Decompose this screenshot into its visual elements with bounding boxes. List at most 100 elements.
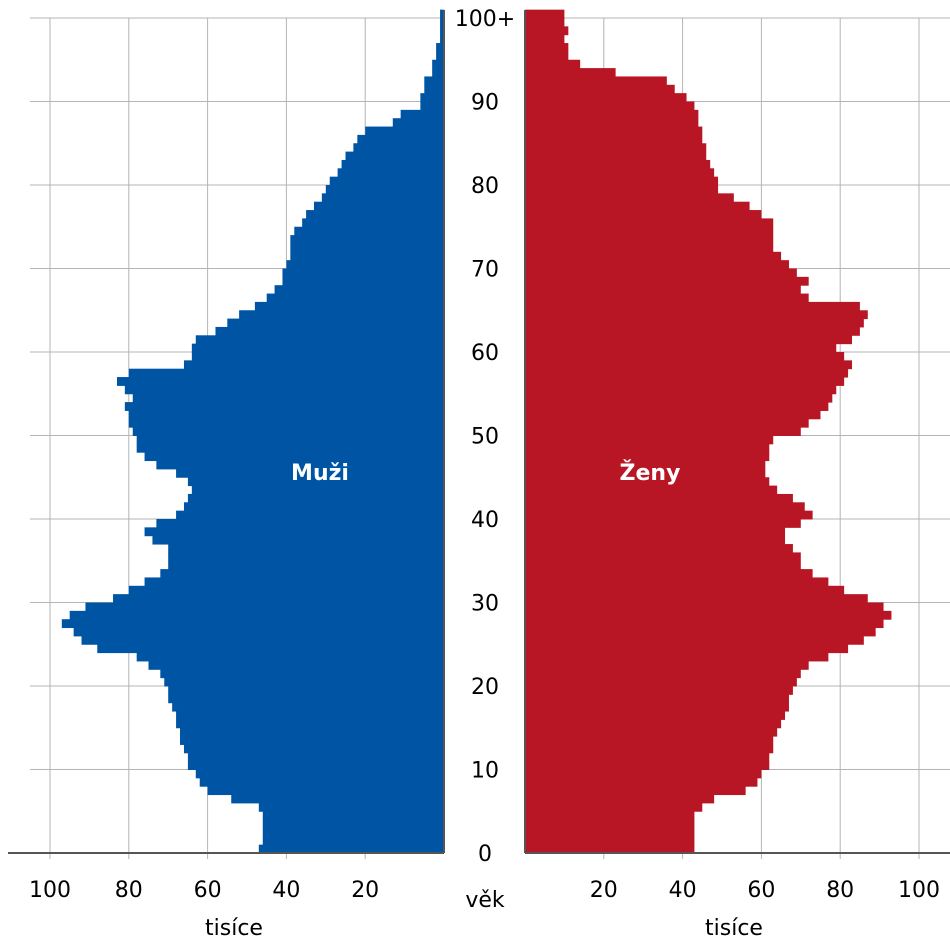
bar-men	[227, 318, 444, 328]
bar-men	[321, 193, 444, 203]
age-tick-label: 0	[478, 842, 492, 867]
bar-men	[128, 418, 445, 428]
bar-men	[172, 702, 444, 712]
bar-women	[525, 26, 569, 36]
bar-men	[97, 644, 444, 654]
bar-men	[440, 18, 444, 27]
series-label-men: Muži	[291, 461, 349, 486]
bar-women	[525, 226, 774, 236]
bar-men	[61, 619, 444, 629]
bar-men	[144, 527, 444, 537]
bar-men	[152, 535, 444, 545]
bar-women	[525, 360, 853, 370]
value-axis-title-left: tisíce	[205, 916, 263, 941]
bar-men	[187, 761, 444, 770]
bar-men	[168, 560, 444, 570]
bar-men	[168, 544, 444, 553]
value-tick-label-right: 20	[590, 878, 618, 903]
bar-men	[187, 477, 444, 487]
bar-women	[525, 118, 699, 128]
bar-women	[525, 68, 616, 77]
bar-men	[199, 777, 444, 787]
bar-women	[525, 268, 797, 278]
bar-men	[262, 811, 444, 821]
bar-women	[525, 769, 762, 779]
bar-men	[191, 352, 444, 361]
bar-women	[525, 777, 758, 787]
age-tick-label: 10	[471, 759, 499, 784]
bar-women	[525, 51, 569, 61]
bar-men	[440, 9, 444, 19]
bar-women	[525, 151, 707, 161]
age-tick-label: 70	[471, 258, 499, 283]
bar-women	[525, 318, 864, 328]
age-tick-label: 60	[471, 341, 499, 366]
bar-women	[525, 218, 774, 228]
bar-men	[420, 101, 444, 111]
bar-men	[160, 569, 444, 578]
bar-men	[128, 368, 445, 378]
bar-women	[525, 93, 687, 102]
bar-women	[525, 285, 801, 295]
bar-women	[525, 686, 793, 695]
value-tick-label-right: 80	[826, 878, 854, 903]
bar-women	[525, 519, 801, 528]
bar-men	[160, 669, 444, 679]
bar-women	[525, 377, 845, 386]
bar-women	[525, 827, 695, 837]
bar-women	[525, 84, 675, 94]
value-tick-label-left: 60	[194, 878, 222, 903]
bar-women	[525, 711, 786, 720]
bar-women	[525, 235, 774, 244]
bar-men	[144, 577, 444, 587]
bar-men	[254, 301, 444, 311]
bar-men	[128, 585, 445, 595]
bar-men	[329, 176, 444, 186]
bar-men	[207, 786, 444, 796]
bar-men	[432, 68, 444, 77]
bar-women	[525, 293, 809, 303]
bar-women	[525, 185, 719, 194]
bar-women	[525, 251, 782, 261]
bar-men	[195, 769, 444, 779]
bar-women	[525, 243, 774, 253]
bar-women	[525, 210, 762, 219]
age-tick-label: 30	[471, 592, 499, 617]
bar-women	[525, 109, 699, 119]
series-label-women: Ženy	[620, 460, 681, 486]
value-tick-label-right: 40	[669, 878, 697, 903]
bar-men	[132, 393, 445, 403]
bar-women	[525, 301, 860, 311]
bar-men	[191, 485, 444, 495]
bar-men	[176, 711, 444, 720]
value-axis-title-right: tisíce	[705, 916, 763, 941]
bar-men	[187, 752, 444, 762]
bar-women	[525, 201, 750, 211]
bar-men	[239, 310, 444, 320]
bar-men	[124, 385, 445, 395]
bar-women	[525, 126, 703, 136]
bar-men	[180, 727, 444, 737]
age-tick-label: 50	[471, 425, 499, 450]
bar-men	[73, 627, 444, 637]
bar-men	[262, 827, 444, 837]
bar-women	[525, 569, 813, 578]
bar-women	[525, 443, 770, 453]
bar-women	[525, 761, 770, 770]
bar-women	[525, 610, 892, 620]
bar-men	[124, 402, 445, 411]
bar-women	[525, 552, 801, 562]
bar-men	[258, 844, 444, 854]
bar-women	[525, 276, 809, 286]
bar-men	[337, 168, 444, 178]
bar-men	[191, 343, 444, 353]
bar-women	[525, 744, 774, 754]
bar-men	[187, 493, 444, 503]
bar-men	[258, 802, 444, 812]
bar-women	[525, 101, 695, 111]
value-tick-label-left: 100	[29, 878, 71, 903]
bar-women	[525, 786, 746, 796]
bar-women	[525, 76, 667, 86]
bar-women	[525, 468, 766, 478]
bar-men	[290, 251, 444, 261]
